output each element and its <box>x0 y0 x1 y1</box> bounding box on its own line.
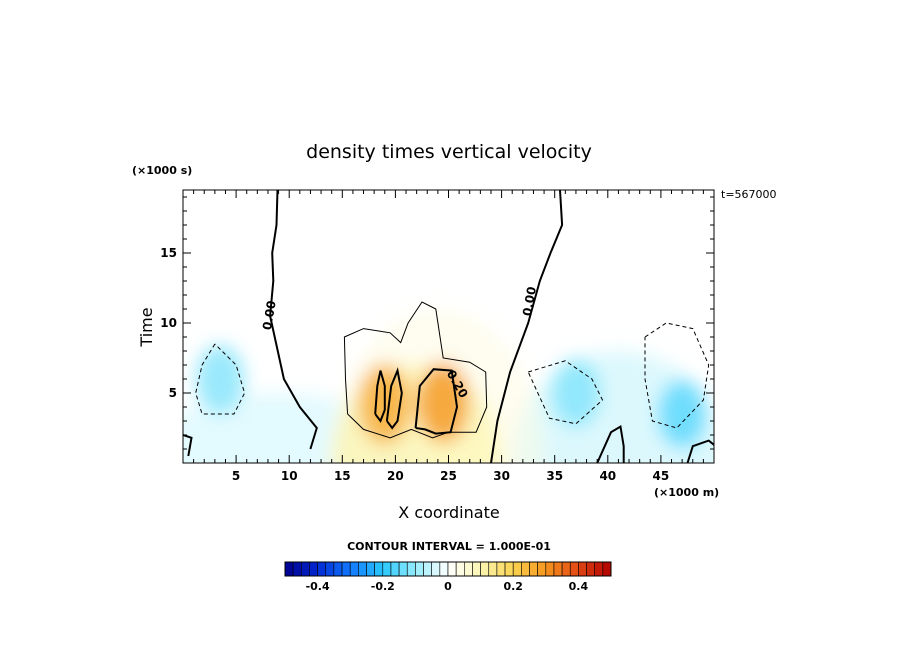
colorbar-cell <box>569 561 579 577</box>
y-axis: 5 10 15 <box>160 196 714 450</box>
colorbar-cell <box>578 561 587 577</box>
colorbar-tick-label: 0.2 <box>503 580 523 593</box>
field-max <box>417 362 470 443</box>
contour-line <box>269 190 318 450</box>
plot-field <box>183 190 714 463</box>
colorbar-cell <box>602 561 612 577</box>
contour-line <box>490 190 564 463</box>
x-tick-label: 40 <box>599 469 616 483</box>
contour-interval-text: CONTOUR INTERVAL = 1.000E-01 <box>347 540 551 553</box>
x-tick-label: 5 <box>232 469 240 483</box>
contour-line <box>195 343 246 415</box>
colorbar <box>284 561 612 577</box>
colorbar-cell <box>455 561 465 577</box>
colorbar-cell <box>545 561 555 577</box>
colorbar-cell <box>349 561 359 577</box>
colorbar-cell <box>504 561 514 577</box>
x-tick-label: 35 <box>546 469 563 483</box>
y-tick-label: 10 <box>160 316 177 330</box>
contour-line <box>414 368 459 435</box>
colorbar-cell <box>325 561 335 577</box>
colorbar-tick-label: -0.4 <box>306 580 330 593</box>
colorbar-cell <box>358 561 367 577</box>
colorbar-cell <box>309 561 318 577</box>
colorbar-tick-label: 0 <box>444 580 452 593</box>
colorbar-cell <box>447 561 457 577</box>
x-axis-title: X coordinate <box>398 503 499 522</box>
colorbar-cell <box>317 561 327 577</box>
colorbar-cell <box>472 561 481 577</box>
contour-line <box>527 360 604 425</box>
field-min <box>551 359 600 427</box>
colorbar-cell <box>415 561 424 577</box>
colorbar-cell <box>382 561 392 577</box>
colorbar-cell <box>496 561 506 577</box>
x-unit-label: (×1000 m) <box>654 486 719 499</box>
colorbar-cell <box>529 561 538 577</box>
colorbar-cell <box>553 561 563 577</box>
colorbar-cell <box>300 561 310 577</box>
colorbar-cell <box>463 561 473 577</box>
colorbar-cell <box>512 561 522 577</box>
colorbar-cell <box>561 561 571 577</box>
colorbar-cell <box>284 561 294 577</box>
colorbar-cell <box>292 561 302 577</box>
colorbar-cell <box>333 561 343 577</box>
contour-line <box>183 434 193 457</box>
colorbar-cell <box>398 561 408 577</box>
colorbar-cell <box>406 561 416 577</box>
colorbar-cell <box>480 561 490 577</box>
colorbar-frame <box>284 561 612 577</box>
colorbar-tick-label: -0.2 <box>371 580 395 593</box>
chart-title: density times vertical velocity <box>306 141 592 163</box>
colorbar-cell <box>439 561 449 577</box>
colorbar-cell <box>586 561 595 577</box>
x-tick-label: 15 <box>334 469 351 483</box>
x-axis: 5 10 15 20 25 30 35 40 45 <box>193 190 704 483</box>
time-stamp: t=567000 <box>721 188 777 201</box>
contour-line <box>343 301 488 439</box>
colorbar-cell <box>423 561 432 577</box>
contour-label: 0.00 <box>520 286 539 318</box>
contour-line <box>374 370 386 424</box>
y-axis-title: Time <box>137 307 156 347</box>
colorbar-cell <box>341 561 351 577</box>
y-tick-label: 5 <box>169 386 177 400</box>
colorbar-ticks: -0.4 -0.2 0 0.2 0.4 <box>306 580 589 593</box>
colorbar-tick-label: 0.4 <box>569 580 589 593</box>
x-tick-label: 25 <box>440 469 457 483</box>
colorbar-cell <box>537 561 547 577</box>
y-unit-label: (×1000 s) <box>132 164 192 177</box>
colorbar-cell <box>594 561 604 577</box>
x-tick-label: 45 <box>653 469 670 483</box>
colorbar-cell <box>521 561 530 577</box>
colorbar-cell <box>488 561 498 577</box>
x-tick-label: 10 <box>281 469 298 483</box>
contour-line <box>596 424 625 463</box>
y-tick-label: 15 <box>160 246 177 260</box>
colorbar-cell <box>390 561 400 577</box>
field-min <box>196 345 245 413</box>
x-tick-label: 20 <box>387 469 404 483</box>
contour-line <box>644 322 710 429</box>
contour-line <box>686 439 714 463</box>
colorbar-cell <box>366 561 375 577</box>
contour-line <box>385 367 403 430</box>
colorbar-cell <box>374 561 384 577</box>
contour-label: 0.00 <box>260 300 279 332</box>
field-min <box>658 380 707 448</box>
colorbar-cell <box>431 561 441 577</box>
x-tick-label: 30 <box>493 469 510 483</box>
